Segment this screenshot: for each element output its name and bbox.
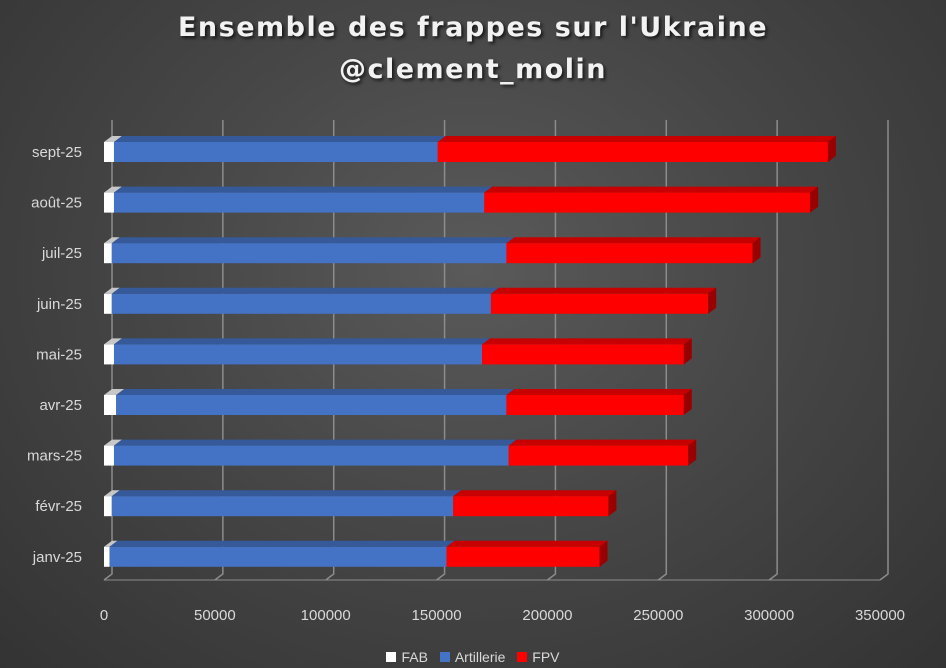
category-label: mars-25: [27, 448, 82, 465]
legend-label-fab: FAB: [401, 649, 428, 665]
legend-item-fab: FAB: [386, 649, 428, 665]
category-label: janv-25: [32, 549, 82, 566]
gridline: [879, 120, 889, 581]
bar-artillerie-févr-25: [111, 490, 462, 517]
category-label: août-25: [31, 195, 82, 212]
bar-fpv-juil-25: [506, 237, 761, 264]
legend-item-artillerie: Artillerie: [439, 649, 506, 665]
bar-fab-janv-25: [104, 540, 118, 567]
x-tick-label: 350000: [855, 607, 905, 624]
bar-artillerie-juin-25: [111, 287, 499, 314]
gridline: [768, 120, 778, 581]
bar-artillerie-août-25: [113, 186, 493, 213]
category-label: sept-25: [32, 144, 82, 161]
legend-swatch-fab: [386, 652, 397, 662]
bar-artillerie-mars-25: [113, 439, 517, 466]
x-tick-label: 100000: [301, 607, 351, 624]
bar-fpv-mai-25: [482, 338, 692, 365]
bar-fab-avr-25: [104, 389, 125, 415]
bar-artillerie-avr-25: [116, 389, 515, 415]
gridline: [657, 120, 668, 581]
bar-fab-mars-25: [104, 439, 122, 466]
x-tick-label: 150000: [412, 607, 462, 624]
bar-artillerie-juil-25: [111, 237, 515, 264]
category-label: juil-25: [41, 245, 82, 262]
x-tick-label: 200000: [522, 607, 572, 624]
gridline: [546, 120, 557, 581]
category-labels: janv-25 févr-25 mars-25 avr-25 mai-25 juin-25…: [27, 144, 82, 566]
legend-label-artillerie: Artillerie: [454, 649, 506, 665]
bar-fab-févr-25: [104, 490, 120, 517]
bar-fab-août-25: [104, 186, 122, 213]
bar-fab-sept-25: [104, 136, 122, 162]
category-label: juin-25: [36, 296, 82, 313]
bar-fab-juil-25: [104, 237, 120, 264]
x-tick-label: 250000: [633, 607, 683, 624]
bars: [104, 136, 836, 567]
gridline: [214, 120, 224, 581]
legend-swatch-fpv: [517, 652, 528, 662]
gridline: [436, 120, 446, 581]
bar-fpv-avr-25: [506, 389, 692, 415]
bar-artillerie-mai-25: [113, 338, 491, 365]
gridline: [325, 120, 335, 581]
bar-fab-juin-25: [104, 287, 120, 314]
bar-fpv-févr-25: [453, 490, 617, 517]
x-tick-label: 300000: [744, 607, 794, 624]
gridline: [103, 120, 113, 581]
x-tick-label: 50000: [194, 607, 236, 624]
chart-title: Ensemble des frappes sur l'Ukraine: [177, 12, 769, 43]
legend: FAB Artillerie FPV: [0, 649, 946, 665]
x-tick-label: 0: [100, 607, 108, 624]
bar-fab-mai-25: [104, 338, 122, 365]
gridlines: [103, 120, 889, 581]
category-label: mai-25: [36, 346, 82, 363]
category-label: févr-25: [35, 498, 82, 515]
legend-swatch-artillerie: [439, 652, 450, 662]
chart-subtitle: @clement_molin: [338, 54, 608, 85]
legend-label-fpv: FPV: [532, 649, 560, 665]
category-label: avr-25: [39, 397, 82, 414]
x-tick-labels: 0 50000 100000 150000 200000 250000 300000 3500…: [100, 607, 905, 624]
bar-fpv-sept-25: [437, 136, 836, 162]
legend-item-fpv: FPV: [517, 649, 560, 665]
bar-artillerie-sept-25: [113, 136, 446, 162]
bar-fpv-mars-25: [508, 439, 697, 466]
bar-fpv-juin-25: [490, 287, 717, 314]
bar-artillerie-janv-25: [109, 540, 455, 567]
bar-fpv-janv-25: [446, 540, 608, 567]
bar-fpv-août-25: [484, 186, 819, 213]
